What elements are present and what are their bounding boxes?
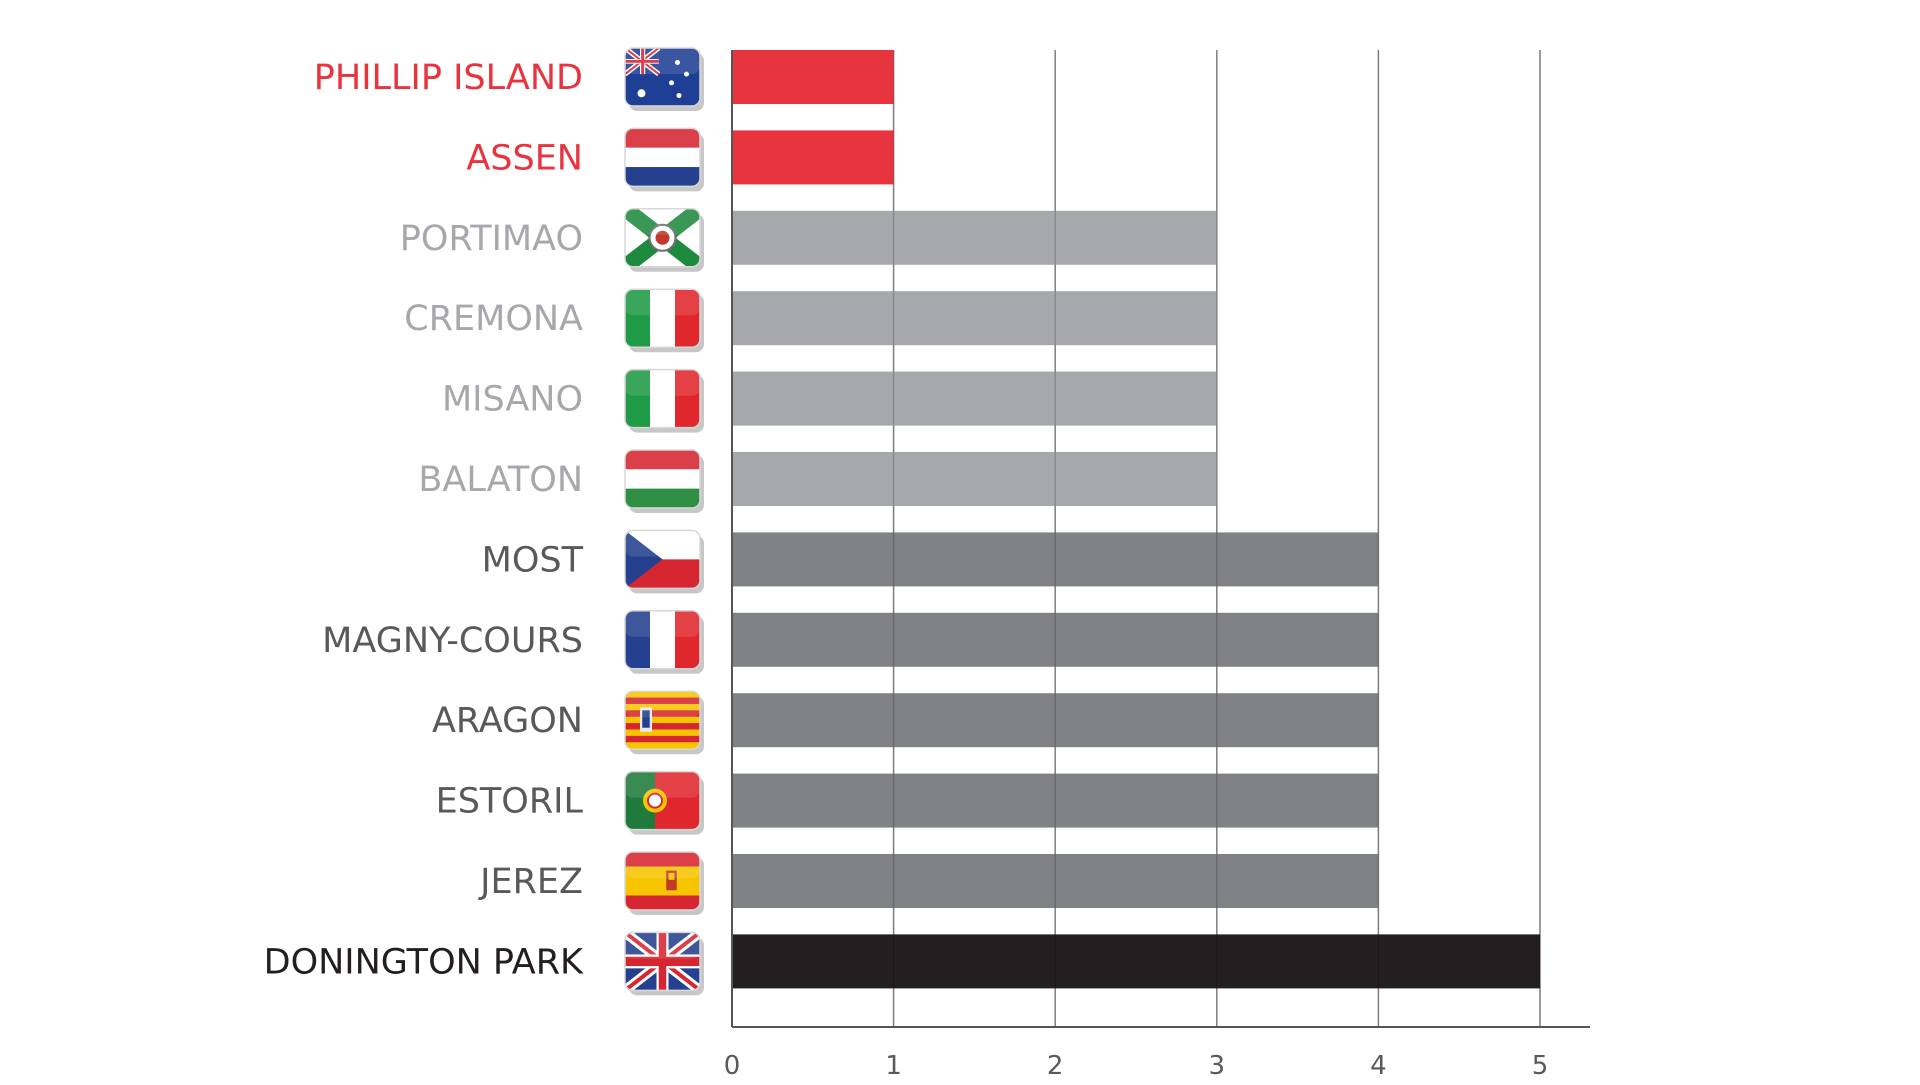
portimao-flag-icon: [624, 208, 704, 272]
bar-magny-cours: [732, 612, 1379, 667]
category-label-magny-cours: MAGNY-COURS: [322, 621, 583, 661]
category-labels: PHILLIP ISLAND ASSEN PORTIMAO CREMONA MISANO…: [264, 58, 584, 982]
czech-flag-icon: [624, 529, 704, 594]
bar-estoril: [732, 773, 1379, 828]
category-label-aragon: ARAGON: [432, 701, 583, 741]
united-kingdom-flag-icon: [624, 931, 704, 996]
category-label-portimao: PORTIMAO: [400, 219, 583, 259]
category-label-jerez: JEREZ: [478, 862, 583, 902]
x-tick-label-0: 0: [724, 1051, 741, 1080]
bar-jerez: [732, 854, 1379, 908]
category-label-cremona: CREMONA: [404, 299, 583, 339]
bar-misano: [732, 371, 1217, 426]
category-label-misano: MISANO: [442, 380, 583, 420]
bar-most: [732, 532, 1379, 587]
x-tick-label-1: 1: [885, 1051, 902, 1080]
bar-cremona: [732, 291, 1217, 346]
x-axis: [731, 50, 1590, 1028]
aragon-flag-icon: [624, 690, 704, 755]
category-label-phillip-island: PHILLIP ISLAND: [314, 58, 583, 98]
category-label-balaton: BALATON: [418, 460, 583, 500]
x-tick-label-2: 2: [1047, 1051, 1064, 1080]
bars: [732, 50, 1540, 989]
portugal-flag-icon: [624, 770, 704, 835]
x-tick-label-4: 4: [1370, 1051, 1387, 1080]
x-tick-label-5: 5: [1532, 1051, 1549, 1080]
flags: [624, 47, 704, 996]
spain-flag-icon: [624, 851, 704, 915]
france-flag-icon: [624, 610, 704, 674]
bar-donington-park: [732, 934, 1540, 989]
gridlines-over-bars: [892, 50, 1541, 1027]
category-label-assen: ASSEN: [466, 138, 583, 178]
hungary-flag-icon: [624, 449, 704, 513]
bar-phillip-island: [732, 50, 894, 104]
australia-flag-icon: [624, 47, 704, 111]
category-label-donington-park: DONINGTON PARK: [264, 942, 584, 982]
italy-flag-icon: [624, 368, 704, 433]
x-tick-labels: 0 1 2 3 4 5: [724, 1051, 1549, 1081]
italy-flag-icon: [624, 288, 704, 353]
category-label-estoril: ESTORIL: [436, 782, 584, 822]
bar-assen: [732, 130, 894, 185]
bar-aragon: [732, 693, 1379, 748]
category-label-most: MOST: [482, 540, 584, 580]
bar-balaton: [732, 452, 1217, 506]
x-tick-label-3: 3: [1209, 1051, 1226, 1080]
bar-portimao: [732, 210, 1217, 265]
netherlands-flag-icon: [624, 127, 704, 192]
